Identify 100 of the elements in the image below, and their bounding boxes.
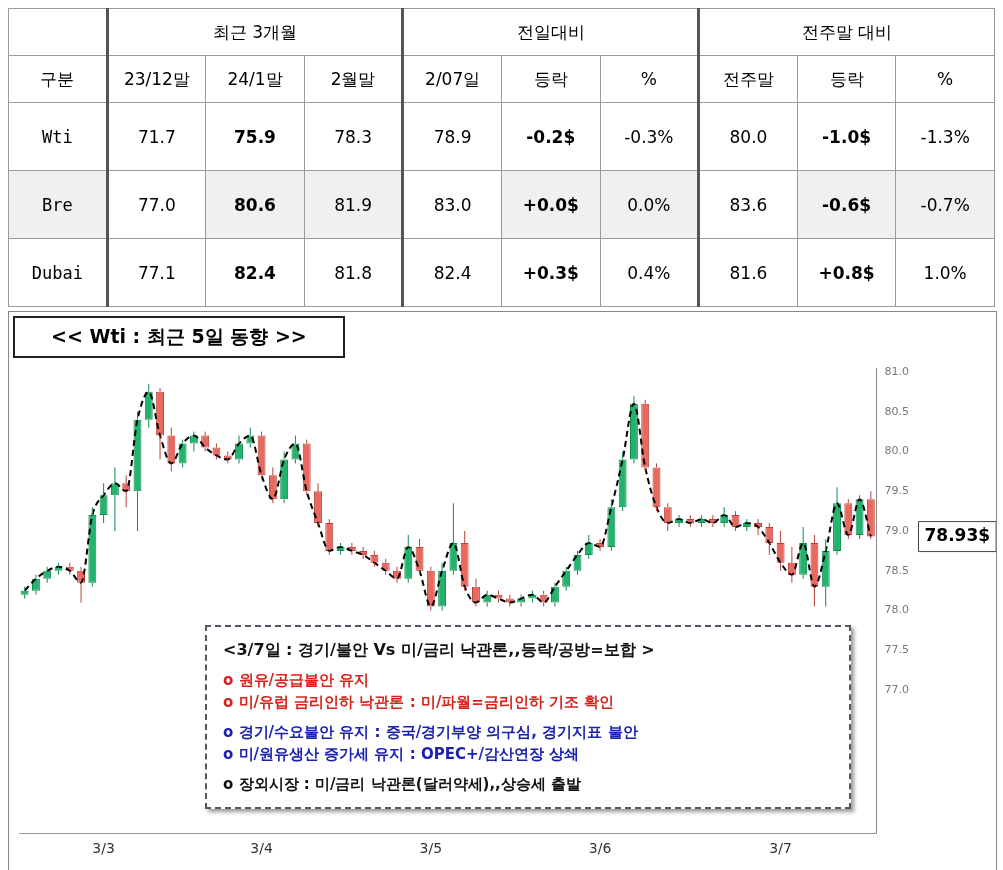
text: 1.0% — [923, 262, 967, 283]
candlestick — [257, 431, 266, 480]
text: 0.0% — [627, 194, 671, 215]
candlestick — [268, 466, 277, 504]
candlestick — [280, 451, 289, 504]
text: 78.3 — [334, 126, 372, 147]
text: 81.9 — [334, 194, 372, 215]
candlestick — [223, 451, 232, 464]
text: 81.6 — [729, 262, 768, 283]
text: +0.8$ — [818, 262, 875, 283]
text: 전주말 대비 — [698, 8, 995, 56]
candlestick — [43, 566, 52, 584]
candlestick — [483, 590, 492, 608]
text: +0.0$ — [522, 194, 579, 215]
candlestick — [325, 518, 334, 556]
x-tick-label: 3/4 — [250, 840, 273, 857]
candlestick — [144, 383, 153, 429]
candlestick — [178, 439, 187, 468]
category-label: 등락 — [501, 55, 601, 103]
text: 78.9 — [433, 126, 472, 147]
x-tick-label: 3/6 — [588, 840, 612, 857]
category-label: % — [600, 55, 699, 103]
category-label: 구분 — [8, 55, 108, 103]
candlestick — [20, 586, 29, 600]
y-tick-label: 80.0 — [884, 444, 910, 458]
text: 83.6 — [729, 194, 768, 215]
text: 77.1 — [137, 262, 176, 283]
text: -1.3% — [920, 126, 970, 147]
candlestick — [641, 399, 650, 472]
annotation: o 경기/수요불안 유지 : 중국/경기부양 의구심, 경기지표 불안 — [223, 721, 639, 743]
category-label: Bre — [41, 194, 73, 215]
text: -0.7% — [920, 194, 970, 215]
candlestick — [460, 530, 469, 592]
text: 71.7 — [137, 126, 176, 147]
chart-title: << Wti : 최근 5일 동향 >> — [13, 316, 345, 358]
candlestick — [426, 566, 435, 612]
category-label: 2/07일 — [402, 55, 502, 103]
text: -0.2$ — [526, 126, 576, 147]
candlestick — [765, 522, 774, 556]
y-tick-label: 77.0 — [884, 682, 910, 696]
candlestick — [607, 498, 616, 552]
candlestick — [167, 427, 176, 472]
candlestick — [833, 486, 841, 556]
text: 0.4% — [627, 262, 671, 283]
candlestick — [629, 395, 638, 464]
candlestick — [855, 494, 864, 540]
candlestick — [562, 566, 571, 592]
candlestick — [88, 506, 97, 588]
candlestick — [302, 439, 311, 496]
candlestick — [742, 518, 751, 532]
candlestick — [866, 490, 875, 540]
y-tick-label: 80.5 — [884, 404, 910, 418]
text: 82.4 — [234, 262, 276, 283]
text: -0.3% — [624, 126, 674, 147]
x-tick-label: 3/7 — [769, 840, 792, 857]
text: -0.6$ — [822, 194, 872, 215]
candlestick — [776, 530, 785, 572]
candlestick — [472, 578, 480, 608]
candlestick — [663, 502, 672, 532]
annotation: o 장외시장 : 미/금리 낙관론(달러약세),,상승세 출발 — [223, 773, 582, 795]
candlestick — [517, 594, 526, 608]
text: -1.0$ — [822, 126, 872, 147]
x-tick-label: 3/3 — [92, 840, 115, 857]
annotation: o 미/원유생산 증가세 유지 : OPEC+/감산연장 상쇄 — [223, 743, 581, 765]
candlestick — [99, 482, 108, 524]
text: 80.0 — [729, 126, 768, 147]
text: 82.4 — [433, 262, 472, 283]
text: 83.0 — [433, 194, 472, 215]
y-tick-label: 78.5 — [884, 563, 910, 577]
text: 77.0 — [137, 194, 176, 215]
category-label: 전주말 — [698, 55, 798, 103]
y-tick-label: 78.0 — [884, 603, 910, 617]
category-label: Wti — [41, 126, 73, 147]
text: 최근 3개월 — [107, 8, 403, 56]
candlestick — [449, 502, 458, 576]
y-tick-label: 77.5 — [884, 643, 910, 657]
category-label: 등락 — [797, 55, 896, 103]
text: 81.8 — [334, 262, 372, 283]
text: 전일대비 — [402, 8, 699, 56]
text: +0.3$ — [522, 262, 579, 283]
candlestick — [821, 538, 830, 608]
y-tick-label: 79.0 — [884, 523, 910, 537]
candlestick — [314, 482, 322, 528]
category-label: % — [895, 55, 995, 103]
text: 78.93$ — [924, 525, 991, 546]
annotation: o 미/유럽 금리인하 낙관론 : 미/파월=금리인하 기조 확인 — [223, 691, 616, 713]
candlestick — [404, 534, 413, 584]
text: 80.6 — [234, 194, 276, 215]
candlestick — [156, 387, 164, 460]
category-label: 2월말 — [304, 55, 403, 103]
candlestick — [618, 451, 627, 512]
candlestick — [550, 582, 559, 608]
annotation: o 원유/공급불안 유지 — [223, 669, 371, 691]
category-label: Dubai — [31, 262, 83, 283]
candlestick — [235, 435, 243, 464]
text: 75.9 — [234, 126, 276, 147]
y-tick-label: 79.5 — [884, 484, 910, 498]
y-tick-label: 81.0 — [884, 364, 910, 378]
category-label: 24/1말 — [205, 55, 305, 103]
candlestick — [844, 498, 853, 540]
